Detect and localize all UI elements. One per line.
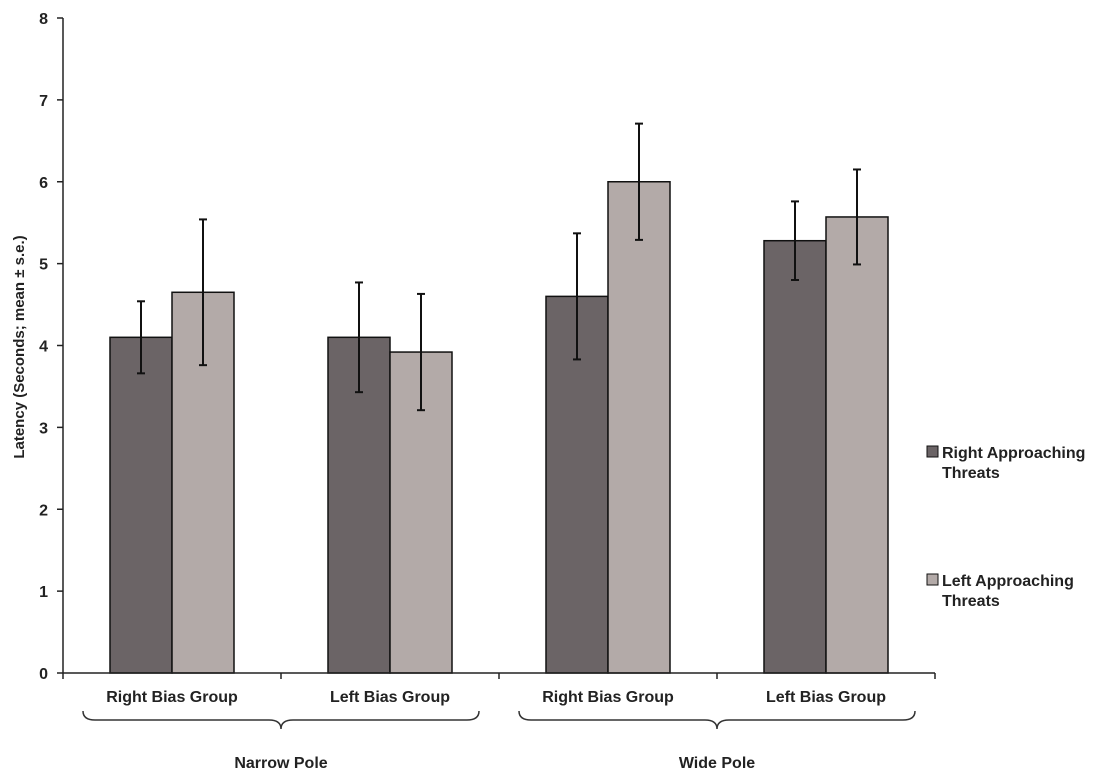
legend-label: Threats (942, 593, 1000, 610)
y-tick-label: 7 (39, 93, 48, 110)
y-tick-label: 4 (39, 339, 48, 356)
legend-label: Right Approaching (942, 445, 1085, 462)
y-tick-label: 0 (39, 666, 48, 683)
group-bracket (518, 710, 916, 730)
bar-right-approaching (327, 336, 391, 674)
x-axis: Right Bias Group Left Bias Group Right Bia… (62, 672, 936, 772)
error-bars (137, 122, 861, 412)
y-tick-label: 8 (39, 11, 48, 28)
bar-left-approaching (607, 181, 671, 674)
group-label: Narrow Pole (234, 755, 327, 772)
y-tick-label: 6 (39, 175, 48, 192)
y-tick-label: 1 (39, 584, 48, 601)
legend-swatch (926, 573, 939, 586)
y-tick-label: 2 (39, 502, 48, 519)
y-axis-label: Latency (Seconds; mean ± s.e.) (11, 235, 28, 458)
bars (109, 181, 889, 674)
legend: Right Approaching Threats Left Approaching… (926, 445, 1085, 610)
group-bracket (82, 710, 480, 730)
y-tick-label: 3 (39, 420, 48, 437)
legend-label: Left Approaching (942, 573, 1074, 590)
bar-left-approaching (825, 216, 889, 674)
bar-right-approaching (763, 239, 827, 674)
category-label: Right Bias Group (542, 689, 674, 706)
category-label: Left Bias Group (330, 689, 450, 706)
y-axis: 0 1 2 3 4 5 6 7 8 (39, 11, 64, 683)
bar-right-approaching (109, 336, 173, 674)
group-label: Wide Pole (679, 755, 755, 772)
legend-label: Threats (942, 465, 1000, 482)
category-label: Right Bias Group (106, 689, 238, 706)
y-tick-label: 5 (39, 257, 48, 274)
category-label: Left Bias Group (766, 689, 886, 706)
legend-swatch (926, 445, 939, 458)
